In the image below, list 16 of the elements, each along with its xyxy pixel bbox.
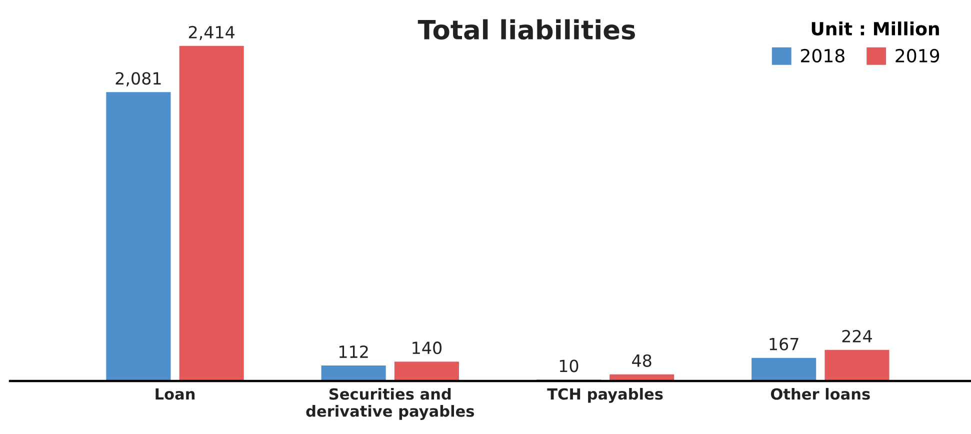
data-label: 48 [632, 354, 652, 367]
legend-title: Unit : Million [812, 22, 939, 36]
x-tick-label: TCH payables [547, 388, 663, 403]
chart-title: Total liabilities [418, 19, 635, 40]
data-label: 112 [339, 345, 368, 358]
data-label: 224 [842, 330, 872, 342]
data-label: 140 [412, 342, 442, 354]
data-label: 10 [560, 360, 578, 372]
x-tick-label: Loan [156, 388, 195, 400]
data-label: 2,081 [116, 72, 161, 86]
x-tick-label: Other loans [770, 388, 870, 400]
legend-label: 2019 [896, 48, 940, 63]
data-label: 167 [770, 338, 798, 350]
x-tick-label: Securities and derivative payables [306, 388, 474, 420]
legend-label: 2018 [801, 48, 844, 63]
data-label: 2,414 [188, 26, 234, 40]
